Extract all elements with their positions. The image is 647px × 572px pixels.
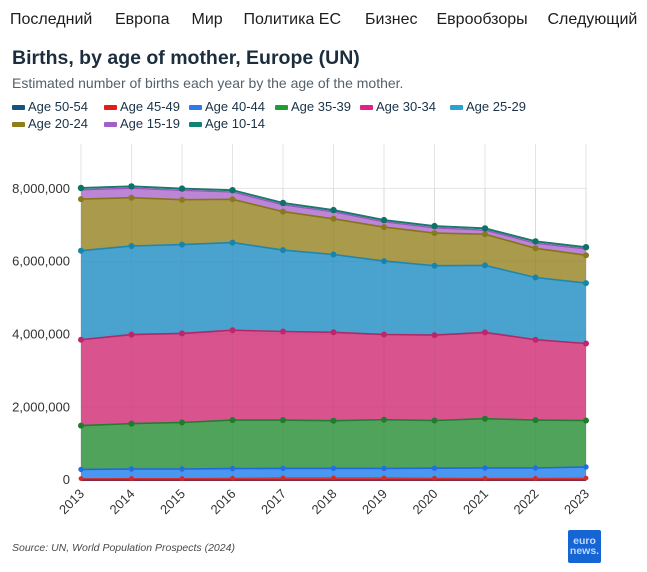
svg-text:2021: 2021 [460,486,491,517]
svg-text:2017: 2017 [258,486,289,517]
svg-text:4,000,000: 4,000,000 [12,327,70,342]
svg-text:2,000,000: 2,000,000 [12,399,70,414]
svg-text:2019: 2019 [359,486,390,517]
svg-text:2022: 2022 [511,486,542,517]
svg-text:8,000,000: 8,000,000 [12,181,70,196]
svg-text:2014: 2014 [107,486,138,517]
svg-text:6,000,000: 6,000,000 [12,254,70,269]
svg-text:2020: 2020 [410,486,441,517]
svg-text:2016: 2016 [208,486,239,517]
svg-text:2013: 2013 [56,486,87,517]
svg-text:2015: 2015 [157,486,188,517]
svg-text:0: 0 [63,472,70,487]
svg-text:2018: 2018 [309,486,340,517]
svg-text:2023: 2023 [561,486,592,517]
